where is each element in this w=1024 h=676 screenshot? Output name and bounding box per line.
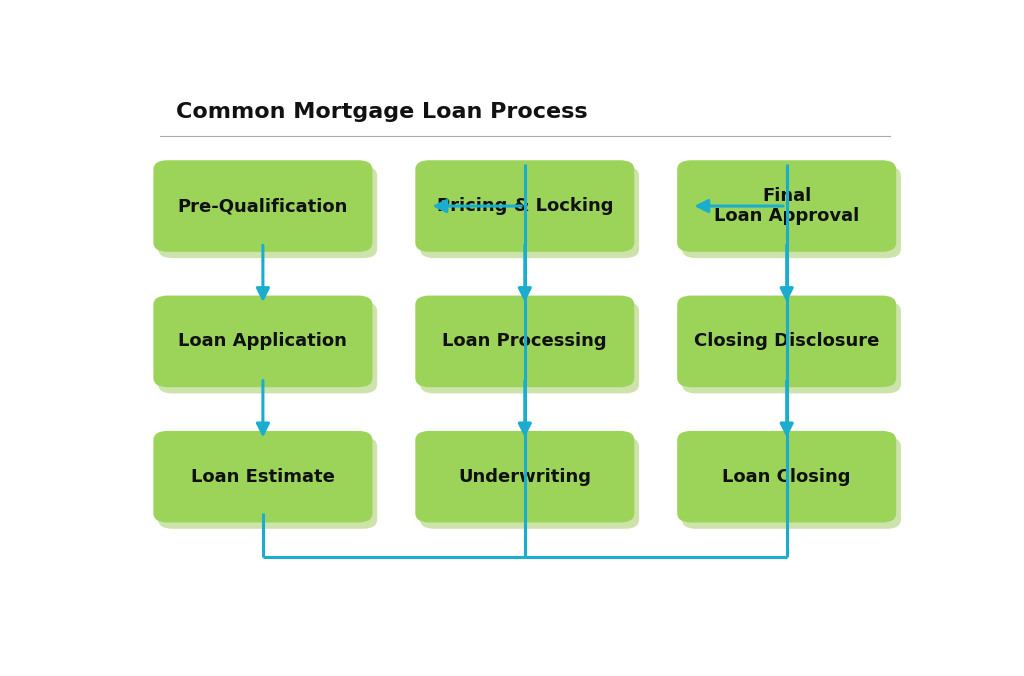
FancyBboxPatch shape — [158, 437, 377, 529]
FancyBboxPatch shape — [682, 437, 901, 529]
FancyBboxPatch shape — [682, 301, 901, 393]
Text: Closing Disclosure: Closing Disclosure — [694, 333, 880, 350]
Text: Underwriting: Underwriting — [459, 468, 591, 486]
FancyBboxPatch shape — [420, 301, 639, 393]
FancyBboxPatch shape — [154, 295, 373, 387]
FancyBboxPatch shape — [677, 431, 896, 523]
FancyBboxPatch shape — [416, 160, 634, 252]
FancyBboxPatch shape — [682, 166, 901, 258]
FancyBboxPatch shape — [677, 160, 896, 252]
Text: Loan Processing: Loan Processing — [442, 333, 607, 350]
FancyBboxPatch shape — [420, 166, 639, 258]
Text: Final
Loan Approval: Final Loan Approval — [714, 187, 859, 225]
Text: Pricing & Locking: Pricing & Locking — [436, 197, 613, 215]
FancyBboxPatch shape — [154, 431, 373, 523]
Text: Loan Application: Loan Application — [178, 333, 347, 350]
FancyBboxPatch shape — [416, 431, 634, 523]
FancyBboxPatch shape — [158, 166, 377, 258]
Text: Loan Closing: Loan Closing — [723, 468, 851, 486]
FancyBboxPatch shape — [154, 160, 373, 252]
FancyBboxPatch shape — [420, 437, 639, 529]
Text: Loan Estimate: Loan Estimate — [190, 468, 335, 486]
Text: Common Mortgage Loan Process: Common Mortgage Loan Process — [176, 102, 587, 122]
FancyBboxPatch shape — [677, 295, 896, 387]
Text: Pre-Qualification: Pre-Qualification — [178, 197, 348, 215]
FancyBboxPatch shape — [416, 295, 634, 387]
FancyBboxPatch shape — [158, 301, 377, 393]
